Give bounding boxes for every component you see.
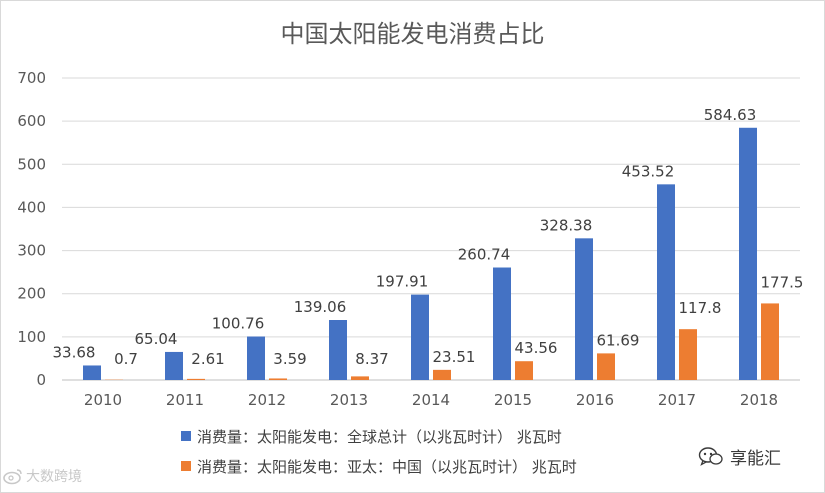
data-label-series-1-2014: 23.51 [433,348,476,366]
bar-series-1-2012 [269,378,287,380]
data-label-series-1-2010: 0.7 [114,350,138,368]
data-label-series-1-2011: 2.61 [191,350,224,368]
bar-series-1-2017 [679,329,697,380]
legend-swatch-global [181,431,191,441]
legend-item-china: 消费量：太阳能发电：亚太：中国（以兆瓦时计） 兆瓦时 [181,455,577,477]
watermark-xiangnenghui: 享能汇 [698,444,781,469]
bar-series-0-2016 [575,238,593,380]
bar-series-1-2011 [187,378,205,380]
x-tick-label-2011: 2011 [166,391,204,409]
data-label-series-0-2015: 260.74 [458,246,511,264]
data-label-series-1-2018: 177.5 [761,273,804,291]
bar-series-0-2014 [411,294,429,380]
x-tick-label-2013: 2013 [330,391,368,409]
x-tick-label-2015: 2015 [494,391,532,409]
y-tick-label-0: 0 [36,371,46,389]
data-label-series-0-2017: 453.52 [622,162,675,180]
data-label-series-0-2011: 65.04 [135,330,178,348]
bar-series-1-2014 [433,369,451,380]
bar-series-0-2017 [657,184,675,380]
x-tick-label-2010: 2010 [84,391,122,409]
bar-series-1-2016 [597,353,615,380]
legend-label-china: 消费量：太阳能发电：亚太：中国（以兆瓦时计） 兆瓦时 [197,457,577,476]
data-label-series-1-2015: 43.56 [515,339,558,357]
bar-series-0-2010 [83,365,101,380]
data-label-series-0-2014: 197.91 [376,273,429,291]
y-tick-label-400: 400 [17,198,46,216]
x-tick-label-2014: 2014 [412,391,450,409]
y-tick-label-100: 100 [17,328,46,346]
chart-title: 中国太阳能发电消费占比 [280,20,545,48]
data-label-series-1-2017: 117.8 [679,299,722,317]
y-tick-label-500: 500 [17,155,46,173]
data-label-series-0-2016: 328.38 [540,216,593,234]
sina-weibo-icon [3,469,22,485]
bar-series-1-2013 [351,376,369,380]
bar-series-0-2012 [247,336,265,380]
watermark-dashujuajing: 大数跨境 [2,466,82,486]
bar-series-1-2018 [761,303,779,380]
y-tick-label-300: 300 [17,242,46,260]
bar-series-1-2015 [515,361,533,380]
data-label-series-0-2010: 33.68 [53,343,96,361]
x-tick-label-2018: 2018 [740,391,778,409]
bar-series-0-2015 [493,267,511,380]
legend-label-global: 消费量：太阳能发电：全球总计（以兆瓦时计） 兆瓦时 [197,427,562,446]
data-label-series-0-2018: 584.63 [704,106,757,124]
x-tick-label-2016: 2016 [576,391,614,409]
watermark-right-text: 享能汇 [730,449,781,469]
data-label-series-1-2016: 61.69 [597,331,640,349]
y-tick-label-600: 600 [17,112,46,130]
data-label-series-0-2013: 139.06 [294,298,347,316]
x-tick-label-2017: 2017 [658,391,696,409]
y-tick-label-200: 200 [17,285,46,303]
legend-item-global: 消费量：太阳能发电：全球总计（以兆瓦时计） 兆瓦时 [181,425,562,447]
data-label-series-0-2012: 100.76 [212,315,265,333]
x-tick-label-2012: 2012 [248,391,286,409]
wechat-icon [698,446,723,466]
legend-swatch-china [181,461,191,471]
y-tick-label-700: 700 [17,69,46,87]
watermark-left-text: 大数跨境 [26,469,82,485]
data-label-series-1-2012: 3.59 [273,350,306,368]
data-label-series-1-2013: 8.37 [355,350,388,368]
bar-series-0-2013 [329,320,347,380]
bar-series-0-2011 [165,351,183,380]
bar-series-0-2018 [739,127,757,380]
